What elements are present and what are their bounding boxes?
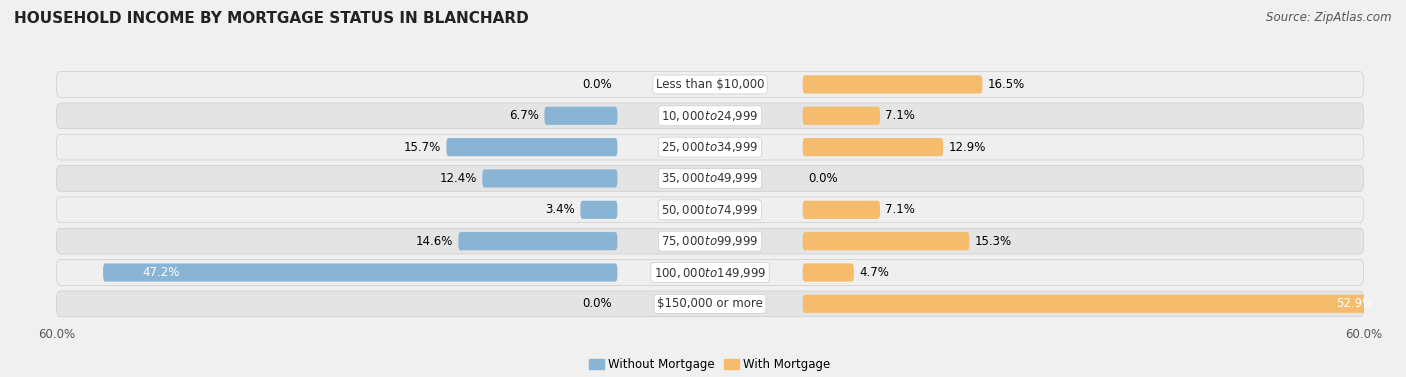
Text: 0.0%: 0.0% <box>582 78 612 91</box>
Text: $25,000 to $34,999: $25,000 to $34,999 <box>661 140 759 154</box>
Text: 3.4%: 3.4% <box>546 203 575 216</box>
Text: $10,000 to $24,999: $10,000 to $24,999 <box>661 109 759 123</box>
FancyBboxPatch shape <box>803 295 1379 313</box>
FancyBboxPatch shape <box>103 264 617 282</box>
Text: $50,000 to $74,999: $50,000 to $74,999 <box>661 203 759 217</box>
Text: 0.0%: 0.0% <box>808 172 838 185</box>
FancyBboxPatch shape <box>56 291 1364 317</box>
Text: $150,000 or more: $150,000 or more <box>657 297 763 310</box>
Text: 7.1%: 7.1% <box>886 109 915 122</box>
Text: 12.9%: 12.9% <box>949 141 986 154</box>
Text: 52.9%: 52.9% <box>1336 297 1374 310</box>
Text: $75,000 to $99,999: $75,000 to $99,999 <box>661 234 759 248</box>
Text: 14.6%: 14.6% <box>416 234 453 248</box>
Text: $100,000 to $149,999: $100,000 to $149,999 <box>654 265 766 279</box>
FancyBboxPatch shape <box>803 138 943 156</box>
Text: 15.3%: 15.3% <box>974 234 1012 248</box>
FancyBboxPatch shape <box>56 134 1364 160</box>
FancyBboxPatch shape <box>803 107 880 125</box>
FancyBboxPatch shape <box>56 228 1364 254</box>
Text: 4.7%: 4.7% <box>859 266 889 279</box>
FancyBboxPatch shape <box>803 201 880 219</box>
Text: Less than $10,000: Less than $10,000 <box>655 78 765 91</box>
Text: 16.5%: 16.5% <box>988 78 1025 91</box>
FancyBboxPatch shape <box>803 232 969 250</box>
FancyBboxPatch shape <box>446 138 617 156</box>
FancyBboxPatch shape <box>458 232 617 250</box>
Text: $35,000 to $49,999: $35,000 to $49,999 <box>661 172 759 185</box>
Text: HOUSEHOLD INCOME BY MORTGAGE STATUS IN BLANCHARD: HOUSEHOLD INCOME BY MORTGAGE STATUS IN B… <box>14 11 529 26</box>
FancyBboxPatch shape <box>544 107 617 125</box>
Text: Source: ZipAtlas.com: Source: ZipAtlas.com <box>1267 11 1392 24</box>
Legend: Without Mortgage, With Mortgage: Without Mortgage, With Mortgage <box>585 353 835 375</box>
FancyBboxPatch shape <box>803 264 853 282</box>
FancyBboxPatch shape <box>56 197 1364 223</box>
FancyBboxPatch shape <box>56 260 1364 285</box>
FancyBboxPatch shape <box>56 103 1364 129</box>
Text: 0.0%: 0.0% <box>582 297 612 310</box>
FancyBboxPatch shape <box>482 169 617 188</box>
Text: 6.7%: 6.7% <box>509 109 538 122</box>
FancyBboxPatch shape <box>56 166 1364 192</box>
Text: 15.7%: 15.7% <box>404 141 441 154</box>
FancyBboxPatch shape <box>803 75 983 93</box>
FancyBboxPatch shape <box>581 201 617 219</box>
Text: 47.2%: 47.2% <box>143 266 180 279</box>
FancyBboxPatch shape <box>56 72 1364 97</box>
Text: 12.4%: 12.4% <box>440 172 477 185</box>
Text: 7.1%: 7.1% <box>886 203 915 216</box>
